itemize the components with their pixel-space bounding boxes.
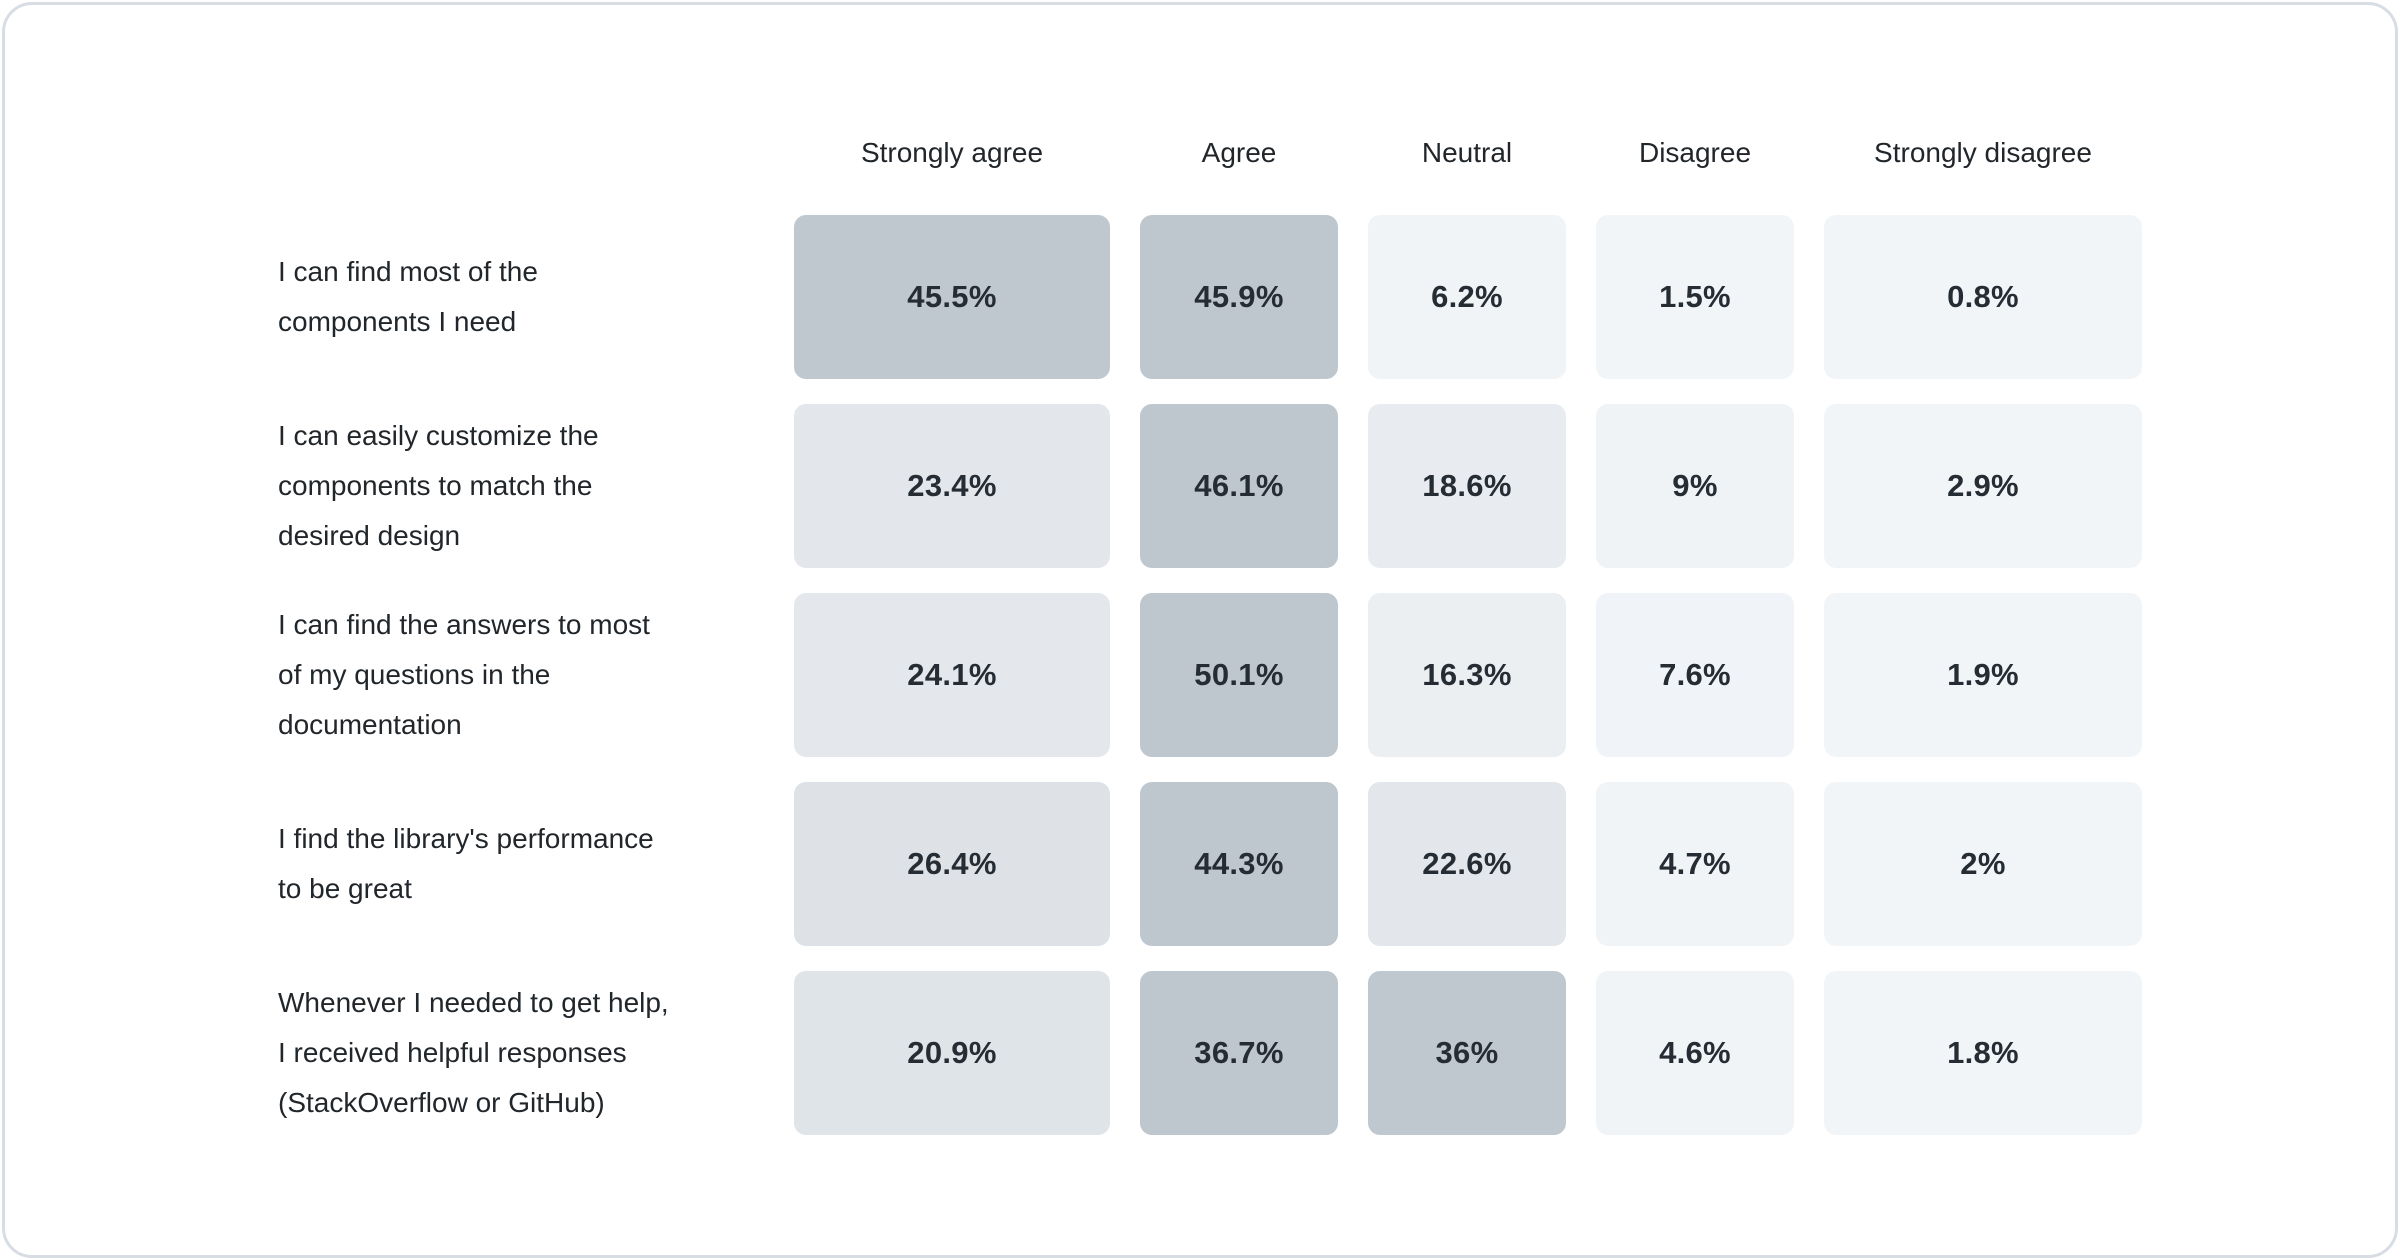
heatmap-cell: 26.4% [794, 782, 1110, 946]
heatmap-cell: 20.9% [794, 971, 1110, 1135]
heatmap-cell: 1.5% [1596, 215, 1794, 379]
heatmap-cell: 6.2% [1368, 215, 1566, 379]
heatmap-cell: 2% [1824, 782, 2142, 946]
row-label-1: I can find most of the components I need [278, 256, 538, 337]
corner-spacer [278, 115, 764, 190]
heatmap-cell: 9% [1596, 404, 1794, 568]
heatmap-cell: 36.7% [1140, 971, 1338, 1135]
column-header-1: Strongly agree [860, 136, 1044, 168]
heatmap-cell: 2.9% [1824, 404, 2142, 568]
row-label-3: I can find the answers to most of my que… [278, 609, 650, 740]
column-header-2: Agree [1201, 136, 1277, 168]
column-header-4: Disagree [1638, 136, 1752, 168]
heatmap-cell: 16.3% [1368, 593, 1566, 757]
heatmap-cell: 46.1% [1140, 404, 1338, 568]
heatmap-cell: 45.9% [1140, 215, 1338, 379]
heatmap-cell: 44.3% [1140, 782, 1338, 946]
column-header-3: Neutral [1421, 136, 1513, 168]
heatmap-cell: 24.1% [794, 593, 1110, 757]
heatmap-cell: 1.9% [1824, 593, 2142, 757]
row-label-5: Whenever I needed to get help, I receive… [278, 987, 669, 1118]
row-label-2: I can easily customize the components to… [278, 420, 599, 551]
heatmap-cell: 18.6% [1368, 404, 1566, 568]
column-header-5: Strongly disagree [1874, 136, 2092, 168]
heatmap-cell: 50.1% [1140, 593, 1338, 757]
heatmap-cell: 7.6% [1596, 593, 1794, 757]
heatmap-cell: 23.4% [794, 404, 1110, 568]
heatmap-cell: 22.6% [1368, 782, 1566, 946]
heatmap-cell: 1.8% [1824, 971, 2142, 1135]
likert-heatmap: Strongly agree Agree Neutral Disagree Strong… [278, 115, 2142, 1135]
heatmap-cell: 4.6% [1596, 971, 1794, 1135]
heatmap-cell: 36% [1368, 971, 1566, 1135]
row-label-4: I find the library's performance to be g… [278, 823, 654, 904]
heatmap-cell: 4.7% [1596, 782, 1794, 946]
heatmap-cell: 0.8% [1824, 215, 2142, 379]
heatmap-cell: 45.5% [794, 215, 1110, 379]
